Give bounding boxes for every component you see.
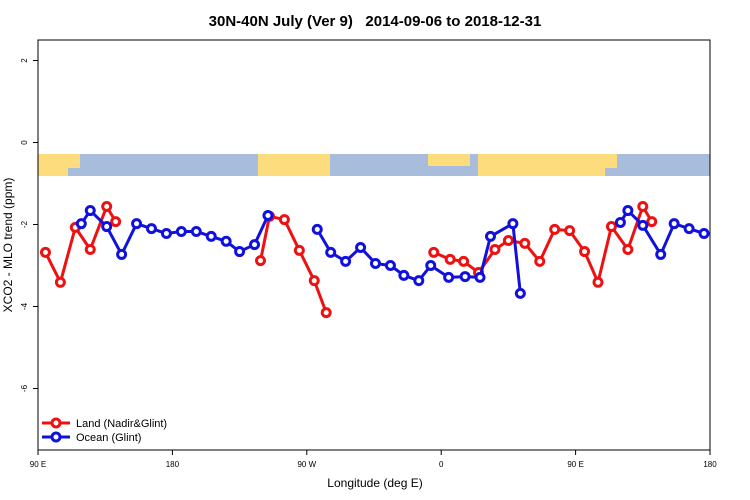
- data-point: [668, 218, 680, 230]
- data-point: [101, 221, 113, 233]
- data-point: [502, 234, 514, 246]
- data-point: [507, 218, 519, 230]
- data-point: [425, 260, 437, 271]
- data-point: [190, 225, 202, 237]
- data-point: [278, 214, 290, 226]
- data-point: [84, 205, 96, 217]
- data-point: [75, 218, 87, 230]
- data-point: [293, 244, 305, 256]
- y-tick-label: 2: [20, 58, 29, 63]
- data-point: [262, 209, 274, 221]
- data-point: [308, 275, 320, 287]
- data-point: [249, 239, 261, 251]
- data-point: [413, 275, 425, 287]
- legend: Land (Nadir&Glint) Ocean (Glint): [42, 417, 167, 444]
- y-tick-label: 0: [20, 140, 29, 145]
- x-tick-label: 180: [703, 460, 717, 469]
- data-point: [622, 244, 634, 256]
- data-point: [369, 257, 381, 269]
- x-tick-label: 0: [439, 460, 444, 469]
- data-point: [646, 216, 658, 228]
- x-tick-label: 180: [166, 460, 180, 469]
- data-point: [605, 221, 617, 233]
- data-point: [84, 244, 96, 256]
- data-point: [101, 200, 113, 212]
- data-point: [145, 223, 157, 235]
- legend-label: Land (Nadir&Glint): [76, 418, 167, 430]
- data-point: [110, 216, 122, 228]
- data-point: [220, 235, 232, 247]
- legend-label: Ocean (Glint): [76, 432, 141, 444]
- data-point: [519, 237, 531, 249]
- data-point: [131, 218, 143, 230]
- data-point: [234, 246, 246, 258]
- data-point: [698, 228, 710, 240]
- data-point: [655, 248, 667, 260]
- data-point: [614, 216, 626, 228]
- data-point: [458, 255, 470, 267]
- data-point: [384, 260, 396, 271]
- data-point: [444, 253, 456, 265]
- x-tick-label: 90 W: [297, 460, 316, 469]
- x-axis-label: Longitude (deg E): [327, 476, 422, 490]
- chart-title: 30N-40N July (Ver 9) 2014-09-06 to 2018-…: [209, 13, 542, 30]
- data-point: [579, 246, 591, 258]
- data-point: [637, 219, 649, 231]
- data-point: [325, 246, 337, 258]
- y-axis-label: XCO2 - MLO trend (ppm): [1, 178, 15, 313]
- data-point: [683, 223, 695, 235]
- data-point: [54, 276, 66, 288]
- data-point: [311, 223, 323, 235]
- data-point: [340, 255, 352, 267]
- x-tick-label: 90 E: [567, 460, 583, 469]
- data-point: [514, 287, 526, 299]
- data-point: [160, 228, 172, 240]
- y-tick-label: -4: [20, 302, 29, 310]
- data-point: [116, 248, 128, 260]
- map-strip: [38, 154, 710, 176]
- data-point: [549, 223, 561, 235]
- data-point: [398, 269, 410, 281]
- x-tick-label: 90 E: [30, 460, 46, 469]
- data-point: [622, 205, 634, 217]
- legend-marker: [50, 431, 62, 443]
- y-tick-label: -2: [20, 220, 29, 228]
- data-point: [534, 255, 546, 267]
- data-point: [459, 271, 471, 283]
- data-point: [489, 244, 501, 256]
- data-point: [637, 200, 649, 212]
- data-point: [39, 246, 51, 258]
- data-point: [255, 255, 267, 267]
- data-point: [175, 225, 187, 237]
- data-point: [592, 276, 604, 288]
- plot-frame: [37, 39, 711, 451]
- data-point: [564, 225, 576, 237]
- data-point: [320, 307, 332, 319]
- data-point: [474, 271, 486, 283]
- data-point: [443, 271, 455, 283]
- legend-marker: [50, 417, 62, 429]
- data-point: [484, 230, 496, 242]
- data-point: [355, 241, 367, 253]
- data-point: [428, 246, 440, 258]
- data-point: [205, 230, 217, 242]
- y-tick-label: -6: [20, 384, 29, 392]
